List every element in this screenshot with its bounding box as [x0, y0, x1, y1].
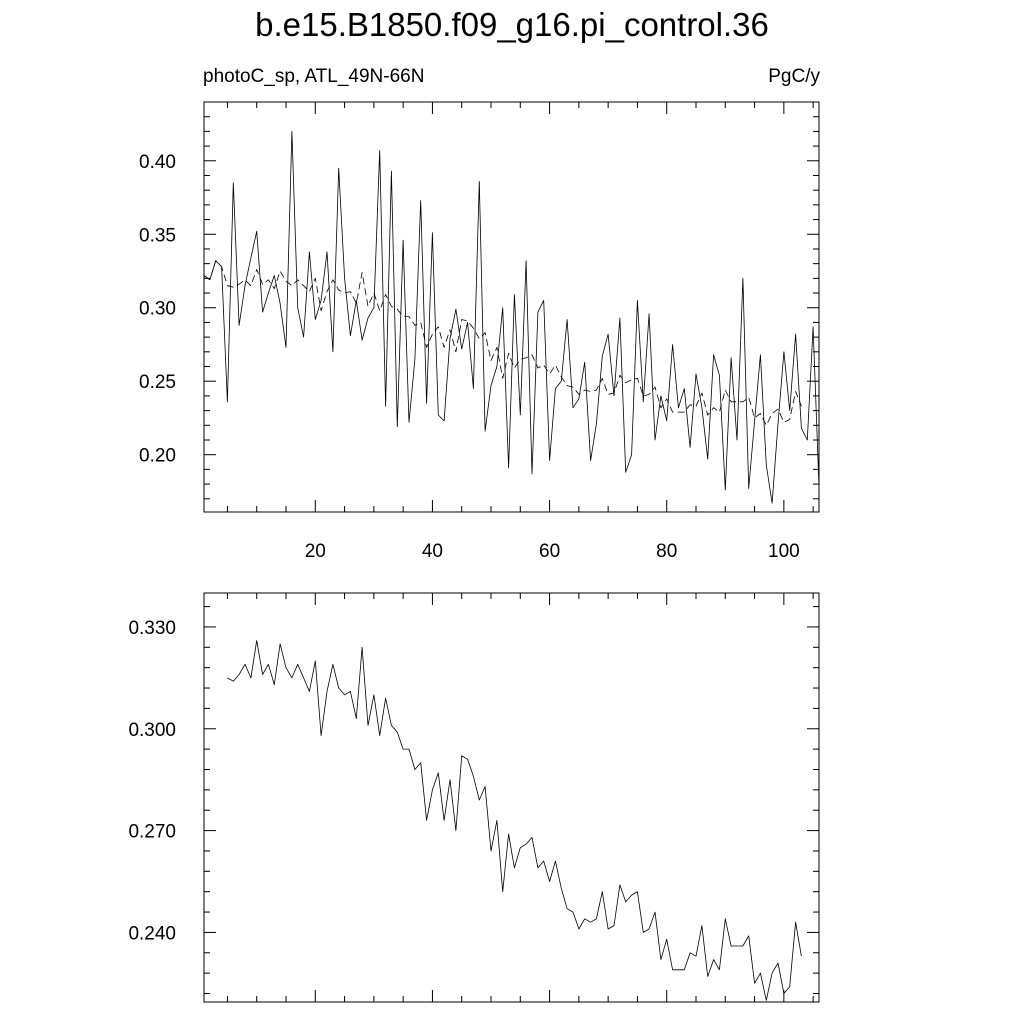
- page-title: b.e15.B1850.f09_g16.pi_control.36: [255, 6, 769, 43]
- top-panel: 20 40 60 80 100 0.20 0.25 0.30 0.35 0.40: [139, 101, 820, 562]
- bottom-panel: 0.240 0.270 0.300 0.330: [128, 592, 820, 1003]
- variable-region-label: photoC_sp, ATL_49N-66N: [203, 66, 425, 87]
- units-label: PgC/y: [768, 66, 820, 87]
- dashed-series-line: [203, 260, 802, 426]
- y-tick-label: 0.270: [128, 822, 176, 843]
- plot-frame: [203, 592, 820, 1003]
- y-tick-label: 0.240: [128, 923, 176, 944]
- plot-frame: [203, 101, 820, 513]
- y-tick-label: 0.300: [128, 720, 176, 741]
- y-tick-label: 0.20: [139, 446, 176, 467]
- y-tick-label: 0.30: [139, 299, 176, 320]
- solid-series-line: [203, 130, 820, 504]
- x-tick-label: 40: [422, 541, 443, 562]
- y-tick-label: 0.35: [139, 225, 176, 246]
- x-tick-label: 60: [539, 541, 560, 562]
- y-tick-label: 0.40: [139, 152, 176, 173]
- solid-series-line: [227, 640, 802, 1001]
- y-tick-label: 0.25: [139, 372, 176, 393]
- x-tick-label: 100: [768, 541, 800, 562]
- y-tick-label: 0.330: [128, 618, 176, 639]
- x-tick-label: 20: [305, 541, 326, 562]
- x-tick-label: 80: [656, 541, 677, 562]
